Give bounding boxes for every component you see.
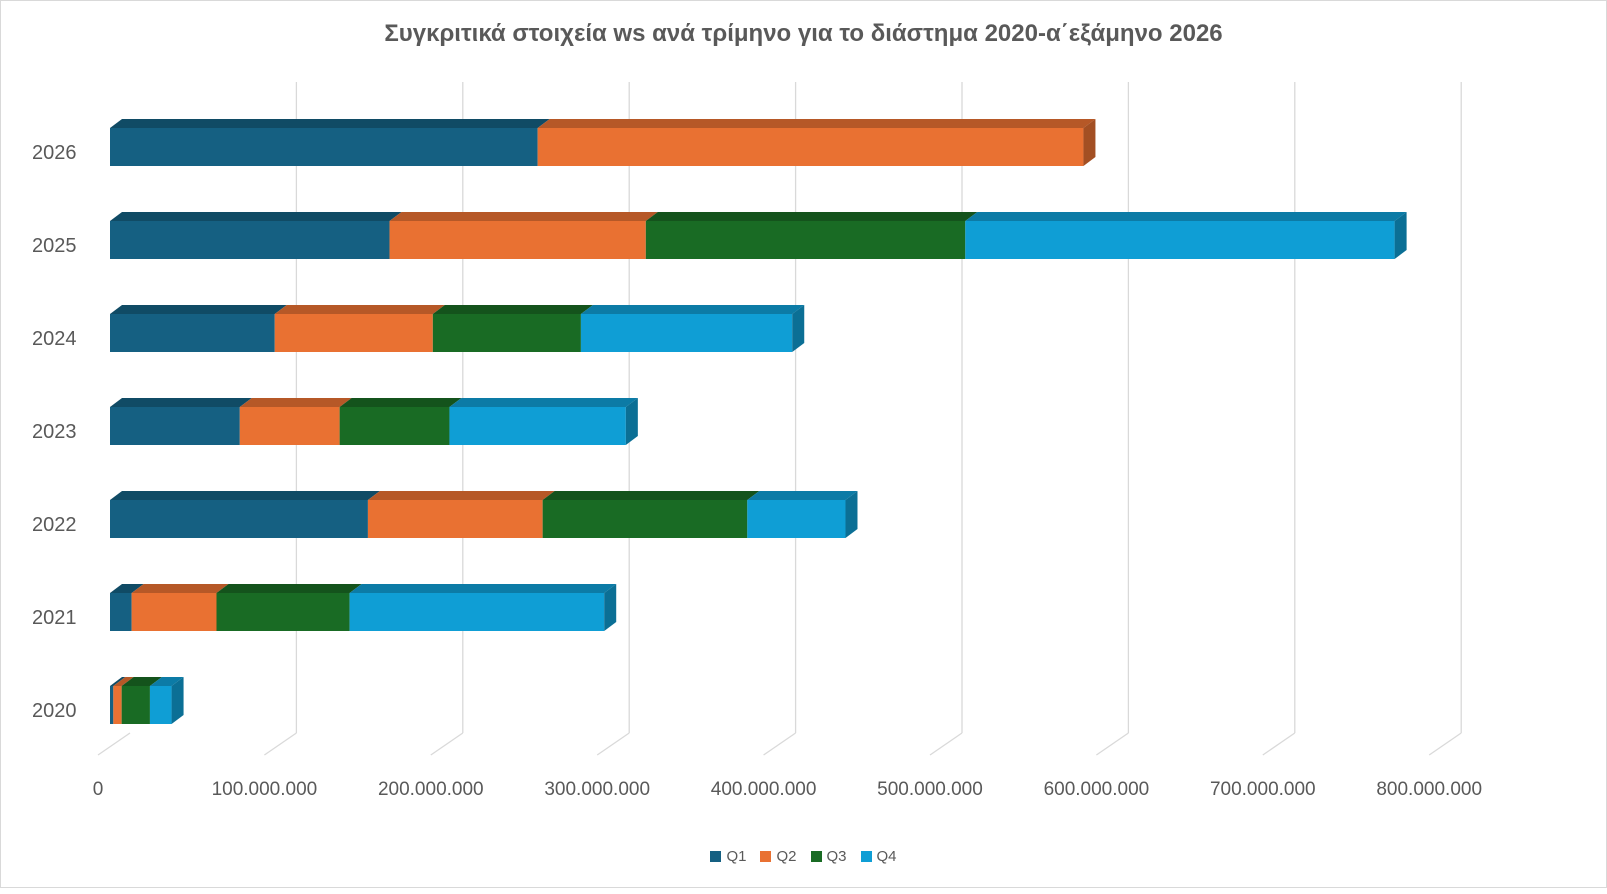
legend-label: Q4: [876, 848, 897, 865]
bar-side-q4: [845, 491, 858, 538]
floor-gridline: [97, 732, 131, 756]
legend-swatch: [760, 851, 772, 862]
bar-q2: [239, 407, 340, 445]
x-tick-label: 500.000.000: [877, 779, 983, 800]
legend-item-q1: Q1: [710, 848, 746, 865]
bar-top-q1: [110, 584, 144, 593]
bar-q3: [216, 593, 350, 631]
bar-q1: [110, 221, 390, 259]
category-label: 2024: [32, 328, 77, 350]
category-label: 2023: [32, 421, 77, 443]
bar-top-q4: [747, 491, 858, 500]
x-tick-label: 700.000.000: [1210, 779, 1316, 800]
bar-side-q4: [604, 584, 617, 631]
floor-gridline: [763, 732, 796, 756]
x-tick-label: 0: [93, 779, 104, 800]
bar-q1: [110, 686, 114, 724]
bar-top-q3: [216, 584, 362, 593]
category-label: 2026: [32, 142, 77, 164]
bar-q2: [113, 686, 122, 724]
legend-label: Q3: [826, 848, 847, 865]
floor-gridline: [929, 732, 963, 756]
bar-q4: [580, 314, 793, 352]
bar-top-q2: [131, 584, 229, 593]
bar-q2: [389, 221, 646, 259]
bar-top-q3: [432, 305, 593, 314]
bar-q1: [110, 314, 275, 352]
bar-top-q1: [110, 491, 380, 500]
bar-top-q2: [113, 677, 134, 686]
bar-q3: [542, 500, 748, 538]
legend-label: Q2: [776, 848, 797, 865]
bar-top-q4: [580, 305, 805, 314]
bar-top-q1: [110, 398, 252, 407]
bar-top-q4: [449, 398, 638, 407]
bar-side-q4: [792, 305, 805, 352]
x-tick-label: 800.000.000: [1376, 779, 1482, 800]
bar-q1: [110, 128, 538, 166]
bar-side-q4: [625, 398, 638, 445]
bar-q2: [131, 593, 217, 631]
floor-gridline: [1428, 732, 1462, 756]
legend-swatch: [860, 851, 872, 862]
chart-legend: Q1 Q2 Q3 Q4: [0, 848, 1607, 865]
floor-gridline: [1262, 732, 1296, 756]
bar-top-q3: [645, 212, 978, 221]
x-tick-label: 100.000.000: [212, 779, 318, 800]
floor-gridline: [264, 732, 297, 756]
x-tick-label: 600.000.000: [1044, 779, 1150, 800]
x-tick-label: 200.000.000: [378, 779, 484, 800]
floor-gridline: [1096, 732, 1129, 756]
category-label: 2020: [32, 700, 77, 722]
bar-top-q3: [121, 677, 162, 686]
bar-q1: [110, 500, 368, 538]
bar-top-q1: [110, 119, 550, 128]
category-label: 2025: [32, 235, 77, 257]
bar-side-q2: [1083, 119, 1096, 166]
bar-side-q4: [1394, 212, 1407, 259]
legend-swatch: [710, 851, 722, 862]
bar-top-q2: [537, 119, 1096, 128]
bar-top-q1: [110, 305, 287, 314]
bar-q2: [537, 128, 1084, 166]
bar-top-q2: [239, 398, 352, 407]
legend-swatch: [810, 851, 822, 862]
bar-q1: [110, 407, 240, 445]
bar-q3: [645, 221, 966, 259]
bar-top-q1: [110, 212, 402, 221]
legend-item-q2: Q2: [760, 848, 797, 865]
bar-top-q3: [542, 491, 760, 500]
legend-item-q3: Q3: [810, 848, 847, 865]
bar-q4: [965, 221, 1395, 259]
legend-label: Q1: [726, 848, 747, 865]
chart-title: Συγκριτικά στοιχεία ws ανά τρίμηνο για τ…: [384, 20, 1223, 47]
bar-q4: [349, 593, 605, 631]
legend-item-q4: Q4: [860, 848, 897, 865]
category-label: 2022: [32, 514, 77, 536]
floor-gridline: [430, 732, 464, 756]
bar-q3: [339, 407, 450, 445]
category-label: 2021: [32, 607, 77, 629]
bar-top-q4: [149, 677, 184, 686]
bar-q2: [367, 500, 543, 538]
x-tick-label: 300.000.000: [544, 779, 650, 800]
bar-q2: [274, 314, 433, 352]
bar-side-q4: [171, 677, 184, 724]
bar-top-q2: [367, 491, 555, 500]
bar-q4: [747, 500, 846, 538]
bar-q3: [121, 686, 150, 724]
bar-top-q3: [339, 398, 462, 407]
bar-q1: [110, 593, 132, 631]
bar-top-q4: [349, 584, 617, 593]
bar-q4: [149, 686, 172, 724]
bar-top-q2: [274, 305, 445, 314]
bar-q3: [432, 314, 581, 352]
bar-top-q1: [110, 677, 126, 686]
floor-gridline: [596, 732, 630, 756]
bar-top-q2: [389, 212, 658, 221]
bar-top-q4: [965, 212, 1407, 221]
x-tick-label: 400.000.000: [711, 779, 817, 800]
bar-q4: [449, 407, 626, 445]
